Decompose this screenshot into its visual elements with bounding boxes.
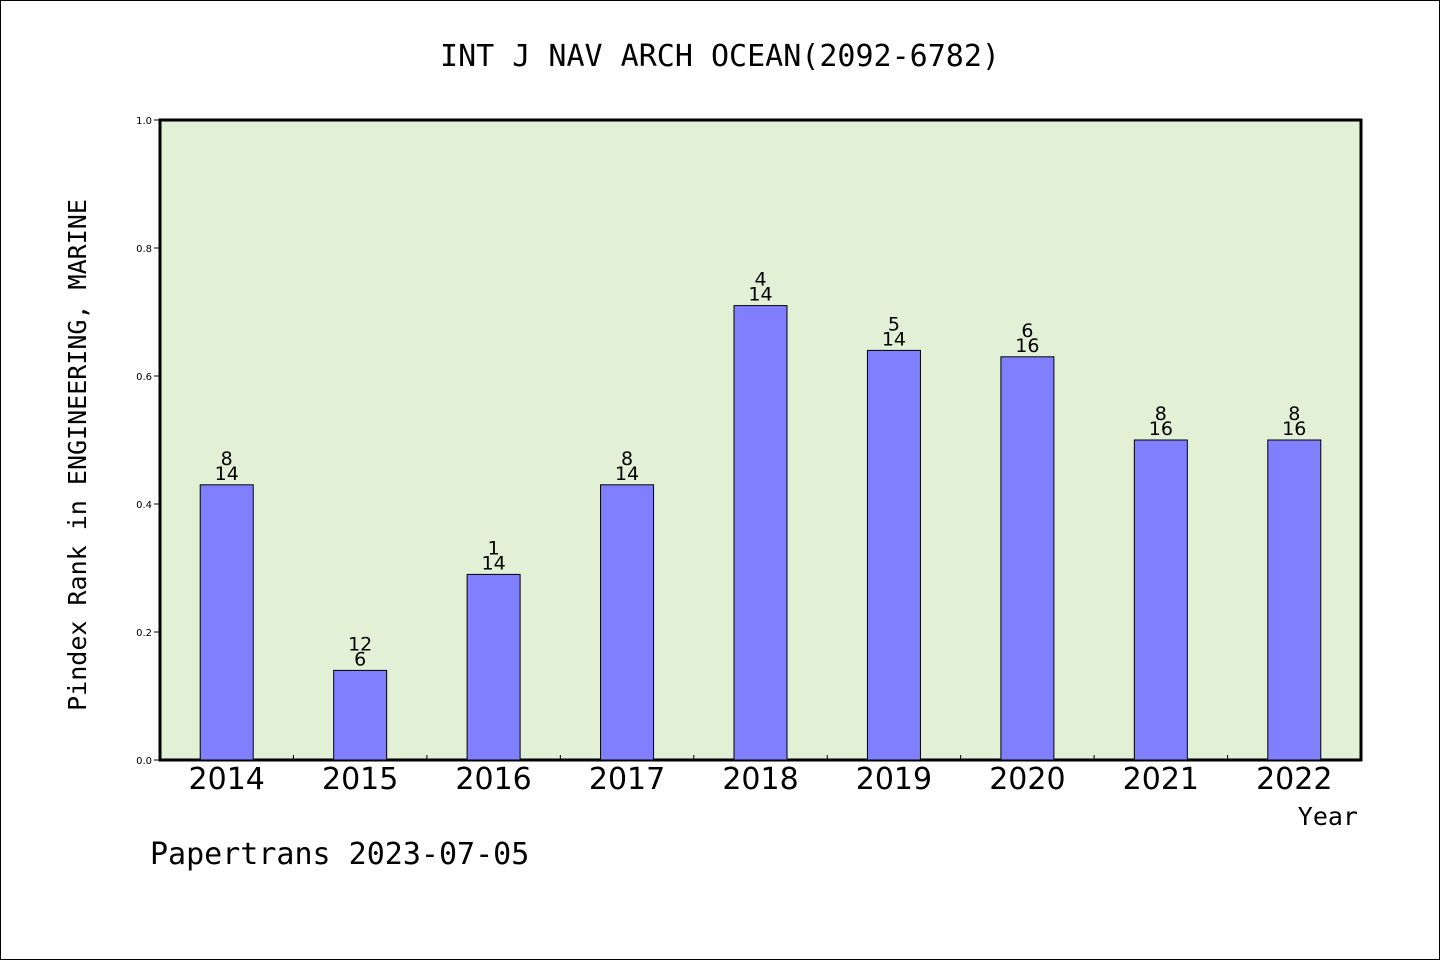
x-tick-label: 2015 bbox=[322, 762, 398, 797]
bar-label-top: 5 bbox=[888, 313, 900, 335]
x-tick-label: 2021 bbox=[1123, 762, 1199, 797]
bar-2020 bbox=[1000, 356, 1055, 761]
bar-label-top: 8 bbox=[221, 448, 233, 470]
y-tick-label: 0.2 bbox=[136, 628, 152, 639]
bar-label-top: 8 bbox=[621, 448, 633, 470]
bar-label-top: 6 bbox=[1021, 320, 1033, 342]
y-tick-label: 0.6 bbox=[136, 372, 152, 383]
y-axis: 0.0 0.2 0.4 0.6 0.8 1.0 bbox=[136, 116, 160, 767]
x-tick-label: 2018 bbox=[722, 762, 798, 797]
bar-label-bottom: 14 bbox=[748, 284, 772, 306]
bar-label-bottom: 16 bbox=[1282, 418, 1306, 440]
bar-label-bottom: 14 bbox=[482, 552, 506, 574]
bar-label-top: 12 bbox=[348, 633, 372, 655]
x-axis-label: Year bbox=[1298, 802, 1358, 831]
footer-text: Papertrans 2023-07-05 bbox=[150, 837, 529, 872]
x-tick-label: 2020 bbox=[989, 762, 1065, 797]
bar-label-bottom: 14 bbox=[882, 328, 906, 350]
bar-2014 bbox=[199, 484, 254, 761]
chart-title: INT J NAV ARCH OCEAN(2092-6782) bbox=[440, 39, 1000, 74]
bar-2019 bbox=[866, 349, 921, 761]
y-tick-label: 1.0 bbox=[136, 116, 152, 127]
bar-2016 bbox=[466, 573, 521, 761]
y-tick-label: 0.4 bbox=[136, 500, 152, 511]
x-tick-label: 2014 bbox=[189, 762, 265, 797]
y-tick-label: 0.0 bbox=[136, 756, 152, 767]
x-tick-label: 2022 bbox=[1256, 762, 1332, 797]
y-tick-label: 0.8 bbox=[136, 244, 152, 255]
bar-2017 bbox=[600, 484, 655, 761]
x-tick-label: 2016 bbox=[455, 762, 531, 797]
bar-2021 bbox=[1133, 439, 1188, 761]
bar-2022 bbox=[1267, 439, 1322, 761]
bar-label-bottom: 14 bbox=[215, 463, 239, 485]
bar-label-top: 1 bbox=[488, 537, 500, 559]
bar-label-top: 8 bbox=[1155, 403, 1167, 425]
bar-label-top: 8 bbox=[1288, 403, 1300, 425]
bar-label-top: 4 bbox=[754, 269, 766, 291]
bar-label-bottom: 6 bbox=[354, 648, 366, 670]
x-tick-label: 2019 bbox=[856, 762, 932, 797]
y-axis-label: Pindex Rank in ENGINEERING, MARINE bbox=[63, 199, 92, 711]
x-tick-label: 2017 bbox=[589, 762, 665, 797]
x-axis: 2014 2015 2016 2017 2018 2019 2020 2021 2022 bbox=[189, 755, 1332, 797]
bar-2015 bbox=[333, 669, 388, 761]
bar-label-bottom: 16 bbox=[1149, 418, 1173, 440]
bar-label-bottom: 14 bbox=[615, 463, 639, 485]
bar-label-bottom: 16 bbox=[1015, 335, 1039, 357]
bar-2018 bbox=[733, 305, 788, 761]
